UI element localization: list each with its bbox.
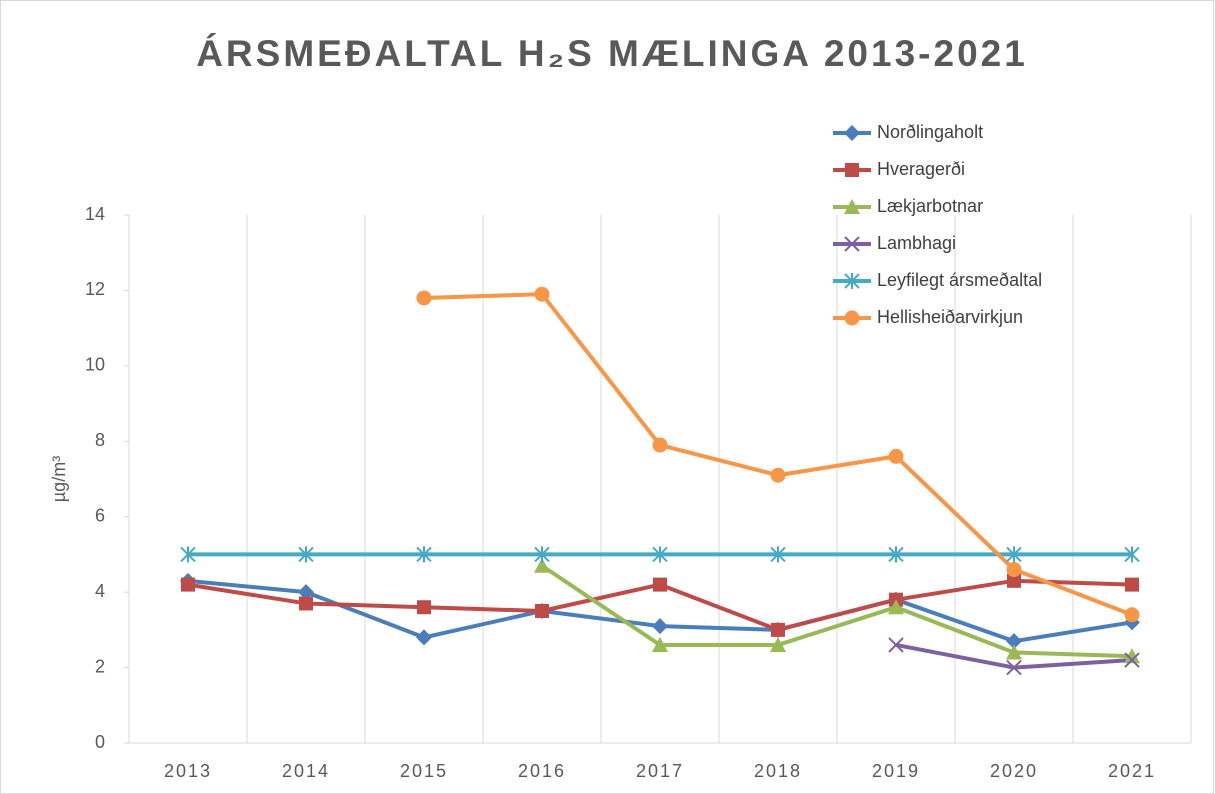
marker (1006, 633, 1022, 650)
marker (299, 596, 313, 611)
marker (1006, 562, 1022, 578)
x-tick-label: 2019 (872, 761, 920, 781)
legend-label: Lækjarbotnar (877, 196, 983, 216)
marker-stroke (1006, 659, 1022, 676)
legend-label: Lambhagi (877, 233, 956, 253)
y-tick-label: 4 (95, 581, 105, 601)
y-tick-label: 6 (95, 505, 105, 525)
marker (1006, 659, 1022, 676)
marker (298, 546, 314, 563)
marker (1124, 652, 1140, 668)
marker (534, 286, 550, 302)
marker (535, 604, 549, 618)
marker (770, 636, 786, 652)
legend-marker (844, 236, 860, 252)
marker (652, 437, 668, 453)
marker (534, 557, 550, 573)
marker (888, 637, 904, 653)
legend-label: Hveragerði (877, 159, 965, 179)
x-tick-label: 2018 (754, 761, 802, 781)
x-tick-label: 2014 (282, 761, 330, 781)
y-tick-label: 0 (95, 732, 105, 752)
x-tick-label: 2017 (636, 761, 684, 781)
marker (888, 448, 904, 464)
legend-label: Hellisheiðarvirkjun (877, 307, 1023, 327)
marker (888, 599, 904, 615)
marker (1125, 577, 1139, 592)
x-tick-label: 2015 (400, 761, 448, 781)
y-tick-label: 8 (95, 430, 105, 450)
marker (534, 546, 550, 563)
x-tick-label: 2021 (1108, 761, 1156, 781)
y-tick-label: 10 (85, 355, 105, 375)
y-tick-label: 14 (85, 204, 105, 224)
y-axis-label: µg/m³ (49, 456, 69, 502)
marker-stroke (1124, 652, 1140, 668)
marker (1124, 648, 1140, 664)
marker (416, 546, 432, 563)
marker (416, 290, 432, 306)
x-tick-label: 2013 (164, 761, 212, 781)
marker (652, 618, 668, 635)
y-tick-label: 2 (95, 656, 105, 676)
y-tick-label: 12 (85, 279, 105, 299)
legend-marker (844, 125, 860, 141)
marker (1007, 573, 1021, 588)
marker (1006, 546, 1022, 563)
marker (652, 636, 668, 652)
legend-marker (845, 163, 859, 177)
legend-marker (844, 273, 860, 289)
legend-marker (844, 310, 860, 326)
marker (888, 546, 904, 563)
marker (770, 467, 786, 483)
legend-marker (844, 199, 860, 214)
x-tick-label: 2016 (518, 761, 566, 781)
legend-label: Leyfilegt ársmeðaltal (877, 270, 1042, 290)
series-line (540, 564, 1133, 659)
marker (180, 546, 196, 563)
marker (770, 546, 786, 563)
marker (416, 629, 432, 646)
marker (417, 600, 431, 615)
marker (1124, 607, 1140, 623)
marker (653, 577, 667, 592)
marker (652, 546, 668, 563)
chart-title: ÁRSMEÐALTAL H₂S MÆLINGA 2013-2021 (196, 33, 1028, 74)
marker-stroke (888, 637, 904, 653)
marker-stroke (844, 236, 860, 252)
marker (181, 577, 195, 592)
marker (1006, 644, 1022, 660)
legend-label: Norðlingaholt (877, 122, 983, 142)
marker (298, 584, 314, 601)
marker (771, 622, 785, 637)
x-tick-label: 2020 (990, 761, 1038, 781)
marker (1124, 546, 1140, 563)
